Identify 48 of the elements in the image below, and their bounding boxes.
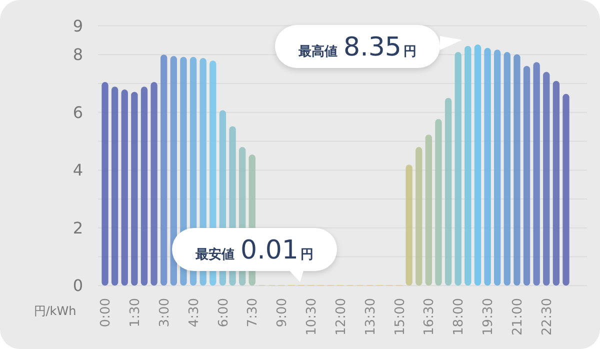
- y-tick-label: 0: [72, 276, 84, 296]
- bar: [504, 52, 510, 286]
- x-tick-label: 4:30: [186, 298, 202, 328]
- x-tick-label: 7:30: [246, 298, 261, 328]
- y-tick-label: 9: [72, 16, 84, 36]
- bar: [111, 86, 118, 286]
- bar: [416, 146, 422, 286]
- bar: [102, 82, 108, 286]
- x-tick-label: 3:00: [157, 298, 172, 328]
- x-tick-label: 16:30: [422, 298, 438, 336]
- x-tick-label: 10:30: [304, 298, 320, 336]
- y-tick-label: 8: [72, 45, 84, 64]
- x-tick-label: 21:00: [510, 298, 526, 336]
- x-tick-label: 0:00: [98, 298, 114, 328]
- x-tick-label: 9:00: [275, 298, 290, 328]
- x-tick-label: 15:00: [392, 298, 408, 336]
- bar: [543, 72, 550, 286]
- bar: [523, 66, 530, 286]
- bar: [140, 86, 148, 286]
- bar: [150, 82, 158, 286]
- bar: [533, 62, 540, 286]
- bar: [170, 56, 177, 286]
- bar: [425, 134, 432, 286]
- bar: [121, 90, 128, 286]
- x-tick-label: 19:30: [481, 298, 496, 336]
- bar: [464, 46, 472, 286]
- y-axis-title: 円/kWh: [34, 304, 76, 318]
- x-tick-label: 22:30: [540, 298, 555, 336]
- bar: [474, 44, 482, 286]
- bar: [160, 54, 168, 286]
- bar: [131, 92, 138, 286]
- bar: [562, 94, 570, 286]
- x-tick-label: 13:30: [363, 298, 378, 336]
- x-tick-label: 1:30: [128, 298, 143, 328]
- x-tick-label: 12:00: [334, 298, 349, 336]
- bar: [552, 80, 560, 286]
- y-tick-label: 4: [72, 160, 84, 180]
- x-tick-label: 18:00: [452, 298, 467, 336]
- y-tick-label: 2: [72, 218, 84, 238]
- bar: [406, 164, 412, 286]
- bar: [514, 54, 520, 286]
- x-tick-label: 6:00: [216, 298, 232, 328]
- bar: [494, 50, 501, 286]
- y-tick-label: 6: [72, 102, 84, 122]
- bar: [484, 48, 491, 286]
- bar: [444, 98, 452, 286]
- bar: [435, 118, 442, 286]
- bar: [454, 52, 462, 286]
